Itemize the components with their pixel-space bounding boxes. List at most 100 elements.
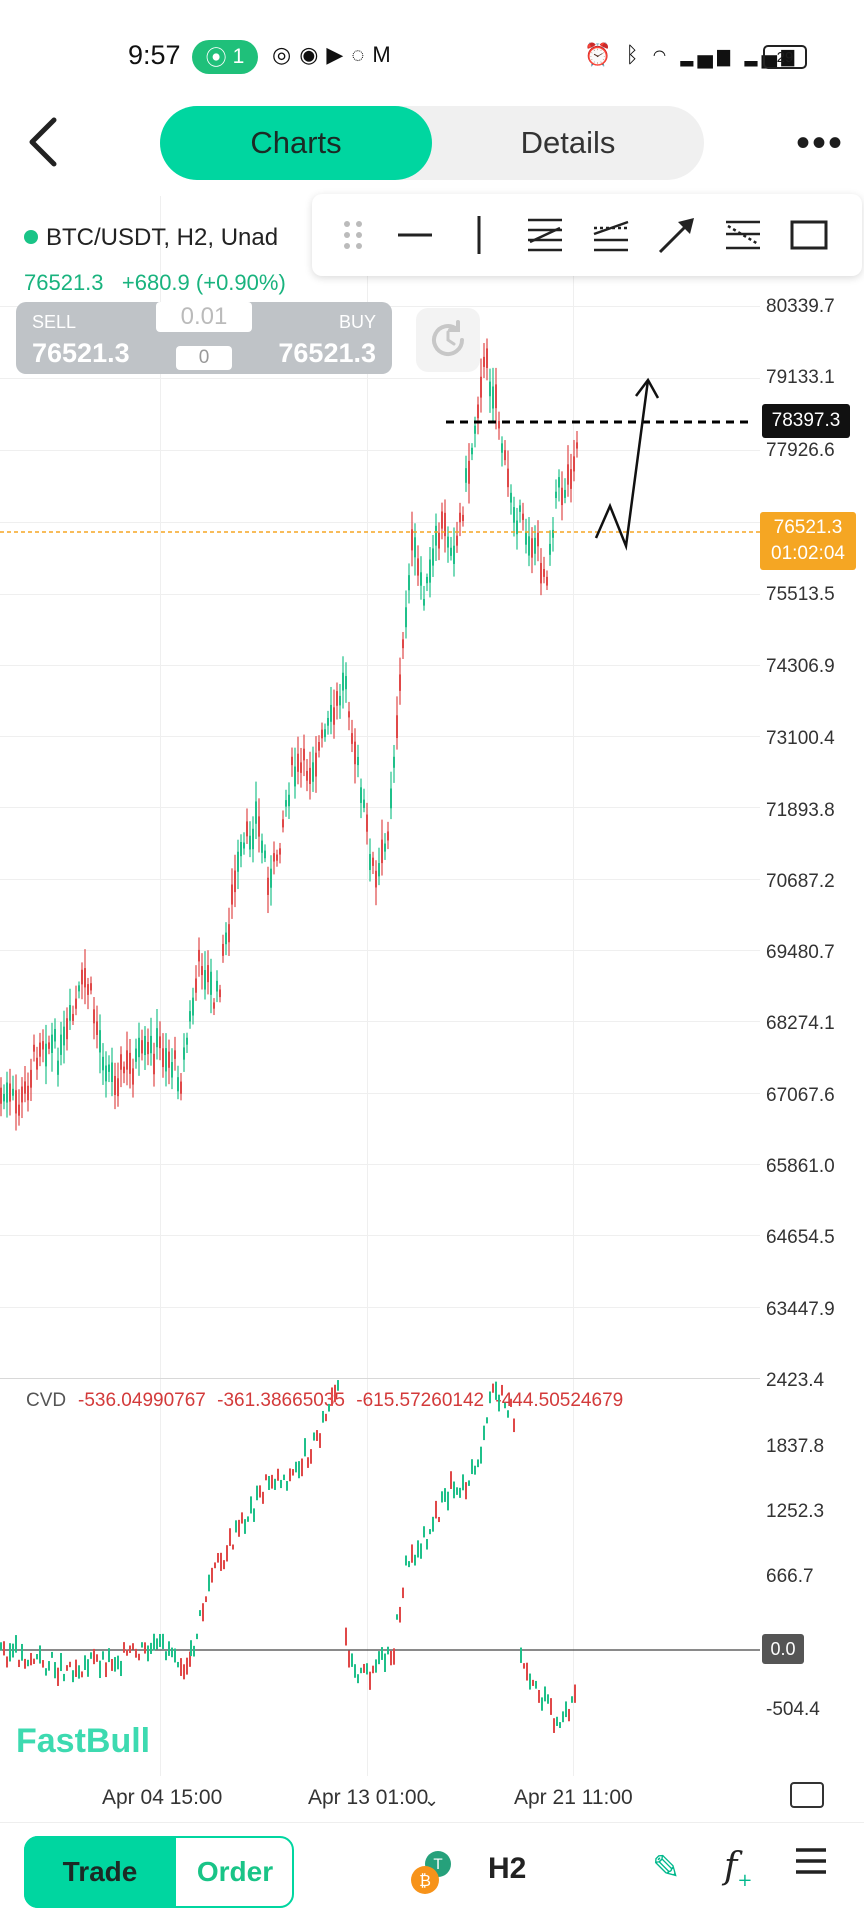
- cvd-label[interactable]: CVD: [26, 1390, 67, 1411]
- projection-arrowhead: [635, 377, 660, 399]
- cvd-bar: [156, 1638, 158, 1650]
- cvd-bar: [459, 1487, 461, 1498]
- cvd-bar: [135, 1648, 137, 1658]
- chevron-down-icon[interactable]: ⌄: [424, 1790, 440, 1810]
- candle: [549, 543, 551, 555]
- candle: [96, 1021, 98, 1035]
- cvd-bar: [196, 1633, 198, 1640]
- candle: [417, 558, 419, 576]
- cvd-bar: [114, 1657, 116, 1672]
- cvd-bar: [313, 1432, 315, 1441]
- back-arrow-icon[interactable]: [26, 112, 66, 172]
- date-range-icon[interactable]: [790, 1782, 824, 1808]
- candle: [399, 674, 401, 691]
- candle: [111, 1062, 113, 1082]
- cvd-bar: [316, 1430, 318, 1441]
- candle: [303, 748, 305, 761]
- cvd-bar: [93, 1648, 95, 1665]
- lot-input[interactable]: 0.01: [156, 302, 252, 332]
- cvd-bar: [27, 1659, 29, 1667]
- sell-button[interactable]: 76521.3: [32, 338, 130, 368]
- sell-label: SELL: [32, 312, 77, 332]
- cvd-bar: [75, 1659, 77, 1677]
- candle: [366, 814, 368, 832]
- candle: [345, 676, 347, 690]
- cvd-bar: [238, 1519, 240, 1537]
- candle: [240, 842, 242, 857]
- quick-trade-panel: SELL 76521.3 BUY 76521.3 0.01 0: [16, 302, 392, 374]
- price-axis-tick: 69480.7: [766, 942, 835, 963]
- cvd-bar: [307, 1457, 309, 1468]
- candle: [393, 756, 395, 768]
- candle: [219, 989, 221, 998]
- cvd-bar: [387, 1646, 389, 1655]
- cvd-bar: [87, 1659, 89, 1677]
- candle: [273, 853, 275, 862]
- candle: [69, 1004, 71, 1021]
- projection-path[interactable]: [594, 379, 650, 551]
- cvd-bar: [57, 1667, 59, 1686]
- trend-channel-icon[interactable]: [588, 212, 634, 258]
- candle: [270, 868, 272, 888]
- fib-lines-icon[interactable]: [720, 212, 766, 258]
- tab-charts[interactable]: Charts: [160, 106, 432, 180]
- candle: [33, 1044, 35, 1052]
- parallel-lines-icon[interactable]: [522, 212, 568, 258]
- candle: [369, 854, 371, 871]
- hotspot-count: 1: [232, 45, 245, 68]
- candle: [282, 819, 284, 828]
- candle: [318, 742, 320, 751]
- arrow-icon[interactable]: [654, 212, 700, 258]
- more-menu-icon[interactable]: •••: [796, 121, 845, 165]
- hamburger-menu-icon[interactable]: [794, 1846, 828, 1876]
- symbol-label[interactable]: BTC/USDT, H2, Unad: [24, 224, 278, 252]
- drag-handle-icon[interactable]: [330, 212, 376, 258]
- candle: [405, 607, 407, 628]
- rectangle-icon[interactable]: [786, 212, 832, 258]
- candle: [423, 598, 425, 606]
- price-axis-tick: 80339.7: [766, 296, 835, 317]
- candle: [213, 1002, 215, 1009]
- candlestick-chart[interactable]: [0, 196, 760, 1376]
- tab-details[interactable]: Details: [520, 125, 616, 160]
- hotspot-indicator: ⦿ 1: [192, 40, 258, 74]
- btc-usdt-coin-icon[interactable]: T ₿: [408, 1848, 456, 1896]
- cvd-bar: [99, 1660, 101, 1679]
- cvd-chart[interactable]: [0, 1378, 760, 1778]
- cvd-axis-tick: 1252.3: [766, 1501, 825, 1522]
- order-button[interactable]: Order: [196, 1856, 274, 1887]
- buy-button[interactable]: 76521.3: [278, 338, 376, 368]
- cvd-bar: [90, 1652, 92, 1659]
- cvd-bar: [486, 1417, 488, 1424]
- trade-button[interactable]: Trade: [24, 1836, 176, 1908]
- candle: [3, 1093, 5, 1102]
- refresh-button[interactable]: [416, 308, 480, 372]
- cvd-bar: [480, 1446, 482, 1464]
- cvd-bar: [102, 1651, 104, 1660]
- cvd-bar: [348, 1650, 350, 1668]
- cvd-bar: [450, 1471, 452, 1489]
- candle: [363, 799, 365, 809]
- vertical-line-icon[interactable]: [456, 212, 502, 258]
- cvd-bar: [369, 1671, 371, 1690]
- candle: [138, 1037, 140, 1058]
- candle: [51, 1034, 53, 1053]
- chat-icon: ◌: [351, 42, 373, 67]
- cvd-bar: [235, 1520, 237, 1533]
- cvd-bar: [42, 1660, 44, 1668]
- candle: [63, 1026, 65, 1046]
- candle: [183, 1047, 185, 1060]
- cvd-bar: [117, 1655, 119, 1670]
- price-axis-tick: 68274.1: [766, 1013, 835, 1034]
- svg-text:T: T: [433, 1857, 443, 1873]
- cvd-bar: [501, 1384, 503, 1396]
- candle: [471, 447, 473, 455]
- draw-tool-icon[interactable]: ✎: [652, 1849, 681, 1887]
- cvd-bar: [69, 1661, 71, 1668]
- cvd-bar: [180, 1658, 182, 1676]
- timeframe-selector[interactable]: H2: [488, 1852, 527, 1885]
- cvd-bar: [165, 1651, 167, 1661]
- cvd-bar: [495, 1381, 497, 1400]
- indicator-icon[interactable]: f+: [724, 1846, 753, 1892]
- horizontal-line-icon[interactable]: [392, 212, 438, 258]
